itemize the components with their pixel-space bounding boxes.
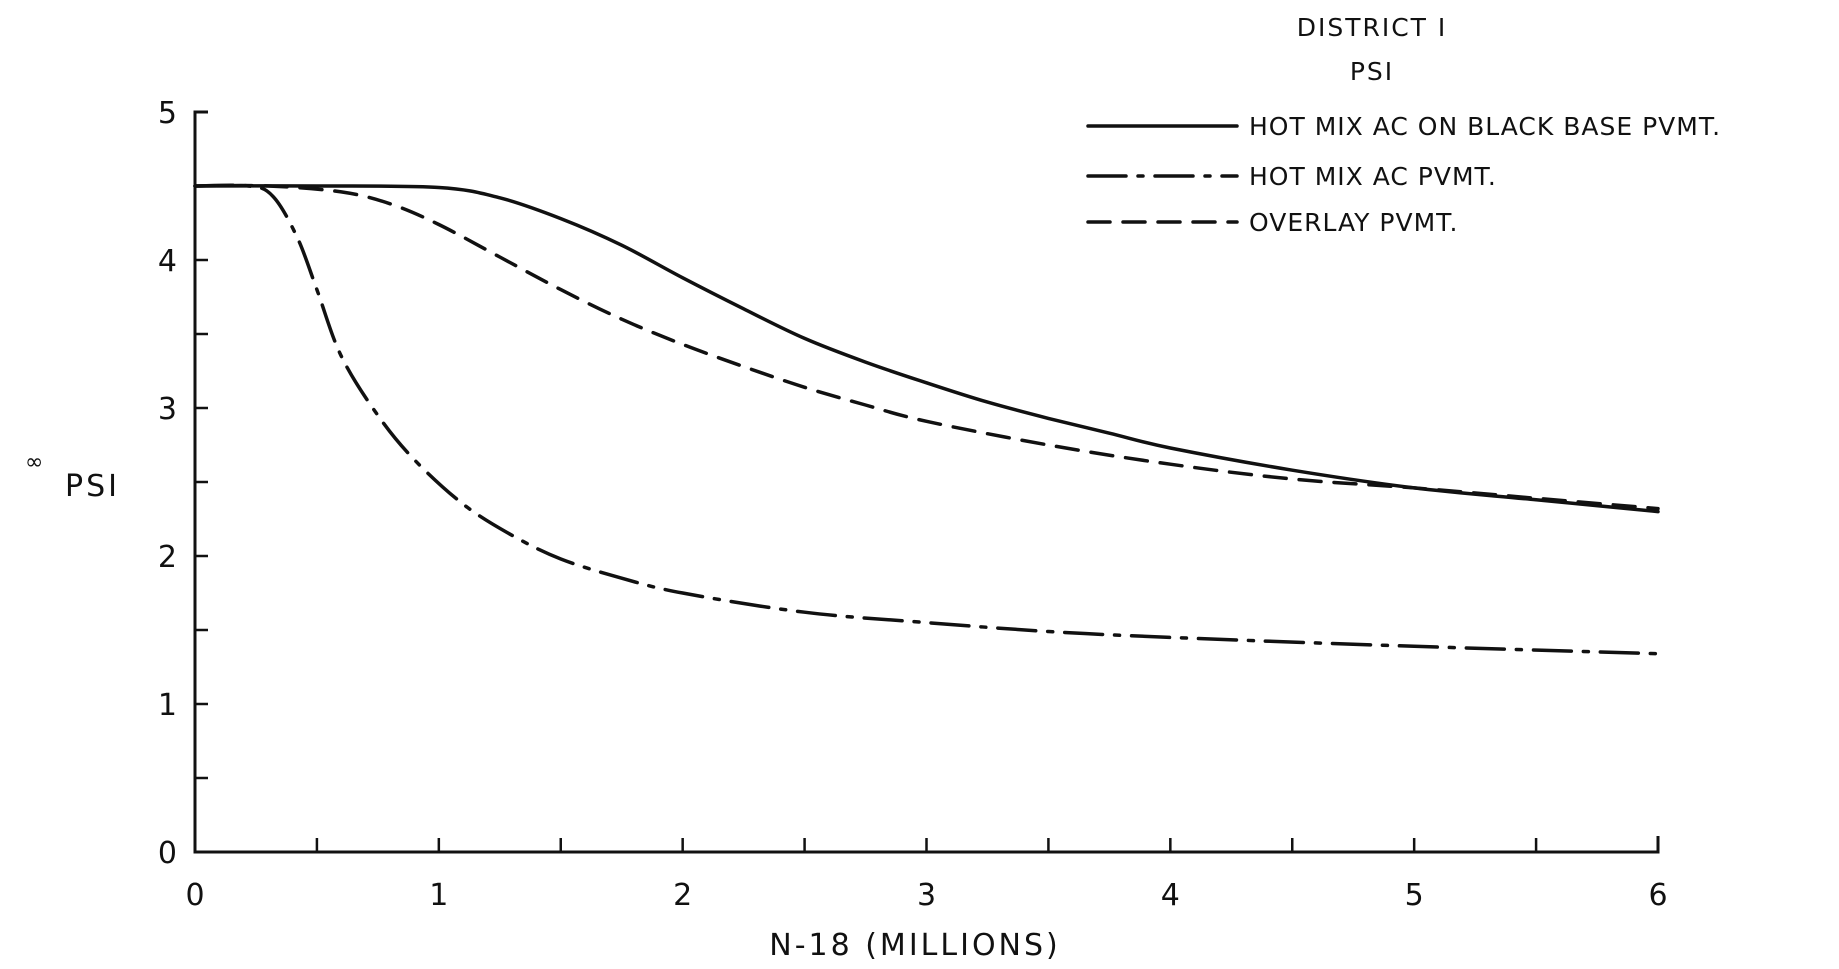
y-tick-label-5: 5 (158, 96, 177, 131)
chart-subtitle: PSI (1350, 57, 1394, 86)
chart-title: DISTRICT I (1297, 13, 1448, 42)
y-axis-title: PSI (65, 469, 120, 504)
plot-area (193, 183, 1660, 656)
y-ticks (195, 110, 208, 854)
y-tick-labels: 0 1 2 3 4 5 (158, 96, 177, 871)
legend: HOT MIX AC ON BLACK BASE PVMT. HOT MIX AC… (1086, 112, 1721, 237)
series-line-0 (193, 184, 1660, 514)
y-tick-label-4: 4 (158, 244, 177, 279)
x-tick-label-5: 5 (1405, 878, 1424, 913)
legend-label-0: HOT MIX AC ON BLACK BASE PVMT. (1249, 112, 1721, 141)
x-tick-label-6: 6 (1648, 878, 1667, 913)
x-tick-label-0: 0 (185, 878, 204, 913)
series-line-1 (193, 183, 1660, 656)
x-ticks (193, 838, 1660, 852)
series-line-2 (193, 183, 1660, 511)
y-tick-label-2: 2 (158, 540, 177, 575)
y-axis-mark: ∞ (25, 450, 43, 475)
y-tick-label-3: 3 (158, 392, 177, 427)
x-tick-label-2: 2 (673, 878, 692, 913)
legend-label-2: OVERLAY PVMT. (1249, 208, 1458, 237)
x-tick-label-1: 1 (429, 878, 448, 913)
x-tick-labels: 0 1 2 3 4 5 6 (185, 878, 1667, 913)
x-tick-label-3: 3 (917, 878, 936, 913)
legend-label-1: HOT MIX AC PVMT. (1249, 162, 1497, 191)
axes: 0 1 2 3 4 5 6 0 1 2 3 4 5 (158, 96, 1668, 913)
y-tick-label-1: 1 (158, 688, 177, 723)
x-axis-title: N-18 (MILLIONS) (769, 928, 1061, 963)
y-tick-label-0: 0 (158, 836, 177, 871)
chart-header: DISTRICT I PSI (1297, 13, 1448, 86)
x-tick-label-4: 4 (1161, 878, 1180, 913)
